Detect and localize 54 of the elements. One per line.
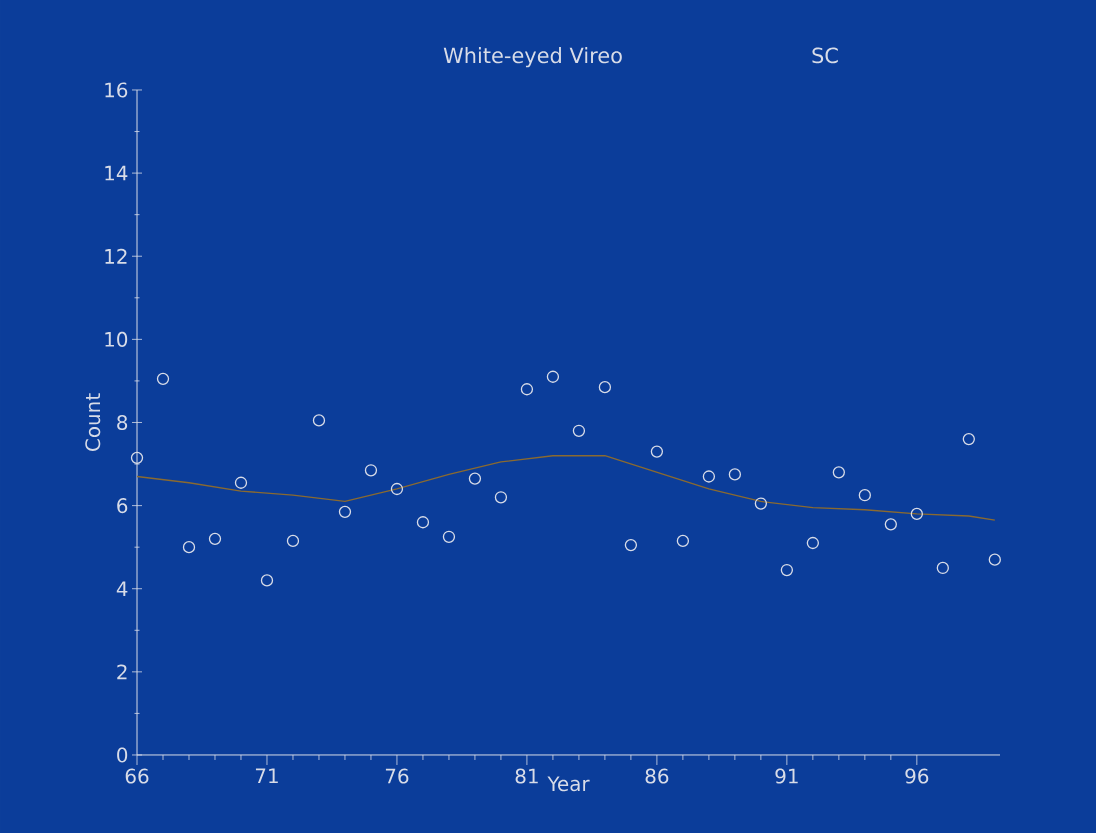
point <box>182 541 196 554</box>
point <box>468 472 482 485</box>
point <box>858 489 871 502</box>
chart-title: White-eyed Vireo <box>443 47 622 68</box>
point <box>130 451 144 464</box>
x-tick-label: 66 <box>125 768 149 784</box>
point <box>312 414 326 427</box>
point <box>988 553 1001 566</box>
point <box>832 466 845 479</box>
point <box>156 372 170 385</box>
point <box>260 574 274 587</box>
x-tick-label: 91 <box>775 768 798 784</box>
x-axis-title: Year <box>547 776 590 792</box>
point <box>338 505 352 518</box>
point <box>728 468 742 481</box>
point <box>546 370 560 383</box>
point <box>598 381 612 394</box>
point <box>442 530 456 543</box>
point <box>208 532 222 546</box>
point <box>520 383 534 396</box>
point <box>702 470 716 483</box>
point <box>234 476 248 489</box>
y-tick-label: 12 <box>105 248 127 264</box>
point <box>416 516 430 529</box>
x-tick-label: 86 <box>645 768 669 784</box>
point <box>780 563 794 577</box>
point <box>624 538 638 552</box>
y-axis-title: Count <box>85 393 101 451</box>
x-tick-label: 96 <box>905 768 929 784</box>
point <box>676 534 690 548</box>
x-tick-label: 76 <box>385 768 409 784</box>
point <box>494 491 508 504</box>
point <box>936 561 949 575</box>
point <box>364 464 378 477</box>
point <box>650 445 664 458</box>
point <box>572 424 586 437</box>
y-tick-label: 6 <box>117 498 128 514</box>
y-tick-label: 14 <box>105 165 128 181</box>
y-tick-label: 16 <box>105 82 128 98</box>
point <box>884 518 897 531</box>
x-tick-label: 81 <box>515 768 538 784</box>
point <box>910 507 923 521</box>
y-tick-label: 4 <box>116 581 128 596</box>
point <box>962 432 975 446</box>
point <box>390 482 404 496</box>
y-tick-label: 10 <box>105 331 128 347</box>
chart-subtitle: SC <box>812 47 838 64</box>
y-tick-label: 8 <box>117 414 128 431</box>
y-tick-label: 0 <box>117 747 128 763</box>
point <box>286 534 300 548</box>
point <box>754 497 768 510</box>
y-tick-label: 2 <box>117 664 127 680</box>
point <box>806 536 819 550</box>
x-tick-label: 71 <box>255 768 278 784</box>
